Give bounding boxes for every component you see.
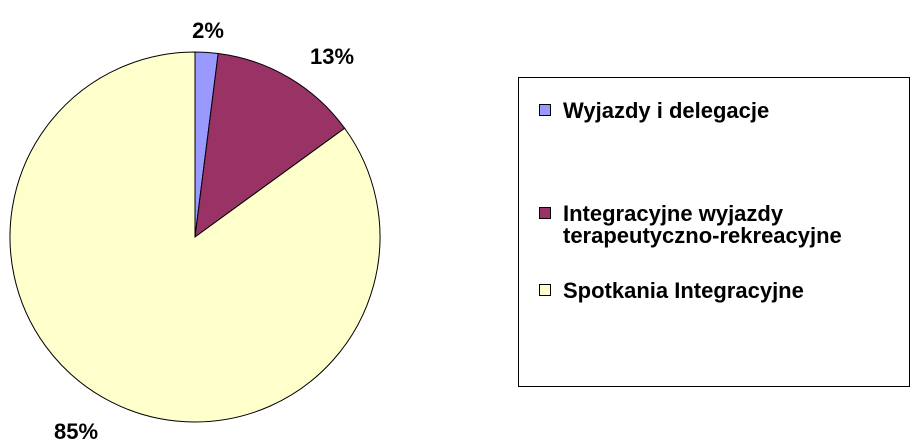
- data-label: 85%: [54, 419, 98, 444]
- pie-slice: [9, 51, 381, 423]
- data-label: 13%: [310, 44, 354, 69]
- legend-label: Spotkania Integracyjne: [563, 278, 804, 303]
- legend-swatch: [539, 104, 551, 116]
- legend-label: Wyjazdy i delegacje: [563, 98, 770, 123]
- data-label: 2%: [192, 18, 224, 43]
- legend: Wyjazdy i delegacje Integracyjne wyjazdy …: [518, 77, 910, 387]
- legend-item: Integracyjne wyjazdy terapeutyczno-rekre…: [539, 203, 843, 247]
- legend-item: Spotkania Integracyjne: [539, 280, 804, 302]
- legend-item: Wyjazdy i delegacje: [539, 100, 769, 122]
- legend-label: Integracyjne wyjazdy terapeutyczno-rekre…: [563, 201, 842, 248]
- pie-slice: [194, 52, 346, 239]
- legend-swatch: [539, 284, 551, 296]
- legend-swatch: [539, 207, 551, 219]
